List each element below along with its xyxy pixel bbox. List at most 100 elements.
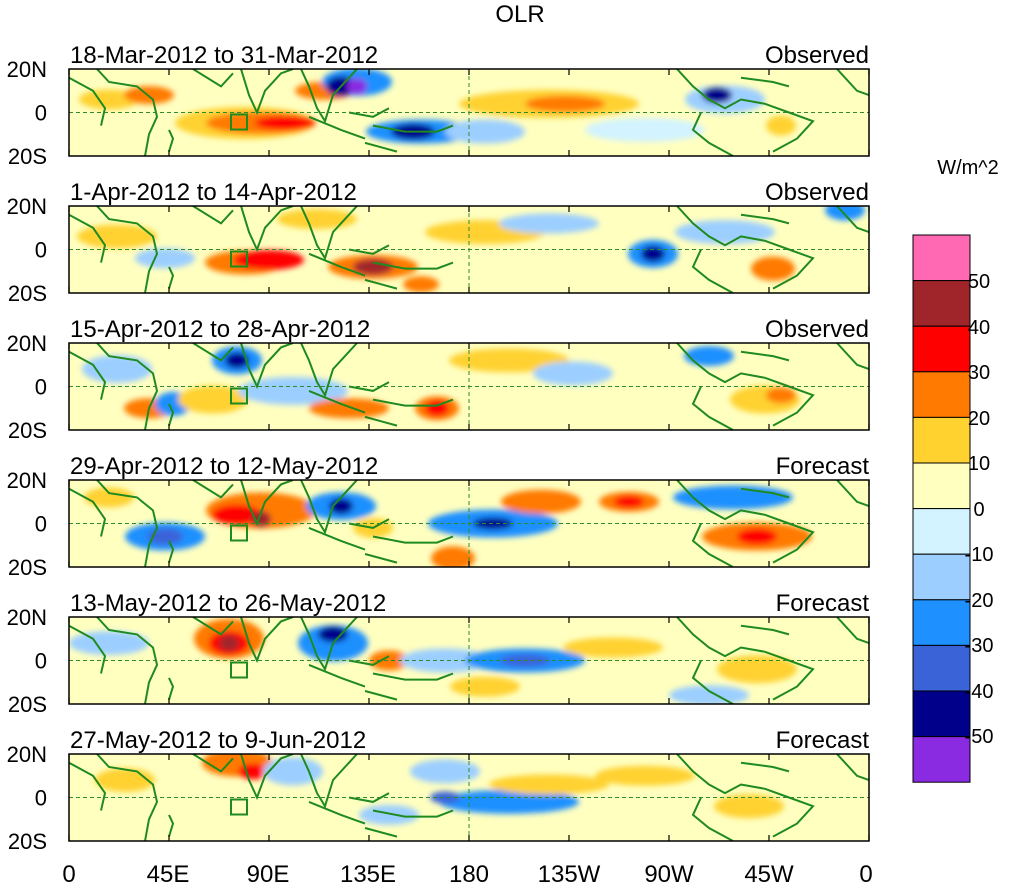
coastline: [364, 141, 398, 153]
anomaly-blob: [225, 352, 249, 369]
lat-label: 20S: [8, 692, 47, 717]
lon-label-135w: 135W: [538, 861, 601, 887]
anomaly-field: [69, 206, 869, 293]
lat-label: 0: [35, 238, 47, 263]
panel-kind: Forecast: [776, 727, 870, 754]
colorbar-swatch: [912, 599, 971, 646]
coastline: [740, 76, 790, 88]
coastline: [364, 278, 398, 290]
coastline: [192, 69, 234, 88]
anomaly-blob: [77, 224, 157, 249]
coastline: [308, 389, 366, 414]
coastline: [96, 480, 159, 567]
anomaly-blob: [563, 637, 663, 658]
lon-label-45w: 45W: [744, 861, 794, 887]
anomaly-field: [69, 480, 869, 567]
coastline: [676, 343, 815, 427]
lat-label: 20S: [8, 555, 47, 580]
panel-kind: Forecast: [776, 590, 870, 617]
coastline: [348, 244, 390, 255]
anomaly-blob: [82, 355, 152, 384]
coastlines: [69, 343, 869, 430]
lat-label: 20N: [7, 57, 47, 82]
coastline: [691, 797, 734, 841]
lat-label: 20S: [8, 418, 47, 443]
colorbar-label: -10: [965, 544, 994, 566]
anomaly-blob: [737, 528, 777, 545]
colorbar-swatch: [912, 416, 971, 464]
coastline: [192, 206, 234, 225]
coastline: [300, 206, 358, 261]
anomaly-blob: [489, 774, 609, 795]
coastline: [69, 213, 107, 263]
coastline: [168, 266, 175, 289]
anomaly-blob: [147, 528, 183, 545]
map-panel: 20N 0 20S 29-Apr-2012 to 12-May-2012 Forecas…: [7, 453, 870, 580]
panel-kind: Observed: [765, 42, 869, 69]
lon-label-0: 0: [62, 861, 75, 887]
anomaly-blob: [431, 546, 475, 567]
colorbar-swatch: [912, 462, 971, 510]
coastline: [348, 107, 390, 118]
anomaly-blob: [766, 387, 796, 404]
coastline: [372, 672, 454, 681]
colorbar-swatch: [912, 371, 971, 418]
panel-kind: Forecast: [776, 453, 870, 480]
anomaly-blob: [329, 498, 353, 515]
colorbar-label: 20: [968, 408, 990, 430]
map-panel: 20N 0 20S 27-May-2012 to 9-Jun-2012 Forecast: [7, 727, 870, 854]
coastline: [69, 350, 107, 400]
lon-label-180: 180: [449, 861, 489, 887]
colorbar-label: -50: [965, 726, 994, 748]
anomaly-blob: [614, 495, 644, 508]
coastline: [308, 115, 366, 140]
coastline: [69, 761, 107, 811]
coastlines: [69, 480, 869, 567]
coastline: [300, 343, 358, 398]
coastline: [364, 690, 398, 701]
coastlines: [69, 69, 869, 156]
region-box: [230, 798, 248, 816]
colorbar-swatch: [912, 280, 971, 327]
coastline: [691, 249, 734, 293]
coastline: [740, 761, 790, 773]
colorbar-swatch: [912, 508, 971, 555]
coastline: [348, 518, 390, 529]
anomaly-blob: [439, 789, 579, 814]
map-panel: 20N 0 20S 18-Mar-2012 to 31-Mar-2012 Observe…: [7, 42, 870, 169]
anomaly-field: [69, 343, 869, 430]
figure-title: OLR: [495, 1, 544, 28]
anomaly-blob: [219, 635, 239, 652]
coastline: [740, 624, 790, 636]
region-box: [230, 113, 248, 131]
coastline: [96, 754, 159, 841]
coastline: [836, 343, 869, 371]
lon-label-135e: 135E: [340, 861, 396, 887]
coastline: [168, 403, 175, 426]
anomaly-blob: [595, 765, 695, 786]
anomaly-blob: [673, 485, 793, 510]
anomaly-blob: [449, 348, 569, 373]
colorbar-label: 50: [968, 271, 990, 293]
colorbar-swatch: [912, 690, 971, 738]
coastline: [96, 617, 159, 704]
coastline: [308, 526, 366, 551]
lon-label-90e: 90E: [247, 861, 290, 887]
coastline: [348, 655, 390, 666]
coastline: [676, 617, 815, 701]
panel-kind: Observed: [765, 179, 869, 206]
anomaly-blob: [403, 276, 439, 293]
coastline: [300, 754, 358, 809]
coastline: [192, 343, 234, 362]
coastline: [372, 398, 454, 407]
coastline: [192, 480, 234, 499]
coastline: [691, 386, 734, 430]
anomaly-blob: [238, 376, 348, 405]
coastline: [372, 124, 454, 133]
map-panel: 20N 0 20S 13-May-2012 to 26-May-2012 Forecas…: [7, 590, 870, 717]
lat-label: 20S: [8, 144, 47, 169]
colorbar-unit: W/m^2: [937, 157, 999, 179]
lat-label: 20N: [7, 331, 47, 356]
anomaly-blob: [501, 489, 581, 514]
